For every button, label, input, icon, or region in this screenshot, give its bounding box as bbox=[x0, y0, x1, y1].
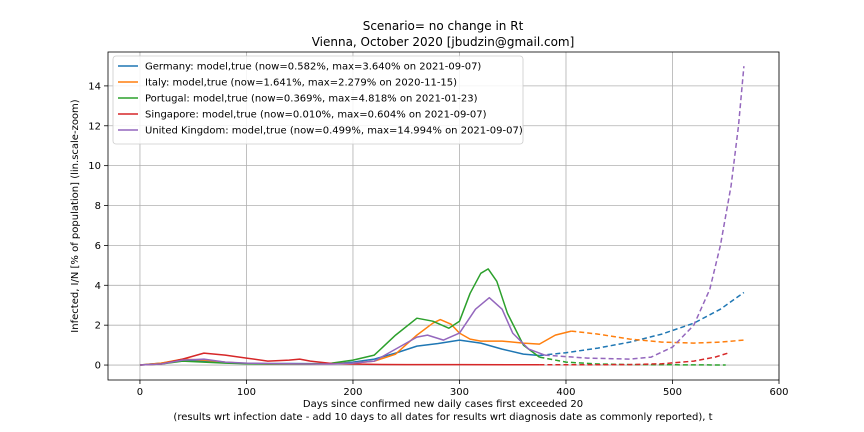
chart-subtitle: Vienna, October 2020 [jbudzin@gmail.com] bbox=[312, 35, 575, 49]
legend-box bbox=[112, 55, 524, 145]
chart-title: Scenario= no change in Rt bbox=[363, 19, 524, 33]
y-tick-label: 4 bbox=[95, 281, 101, 292]
legend: Germany: model,true (now=0.582%, max=3.6… bbox=[112, 55, 524, 145]
x-tick-label: 0 bbox=[137, 387, 143, 398]
legend-entry-3: Singapore: model,true (now=0.010%, max=0… bbox=[145, 110, 487, 121]
series-forecast-line-3 bbox=[539, 352, 729, 366]
series-forecast-line-0 bbox=[539, 291, 745, 357]
series-lines bbox=[139, 66, 745, 366]
x-axis: 0 100 200 300 400 500 600 bbox=[137, 380, 789, 398]
series-line-2 bbox=[139, 268, 540, 366]
y-tick-label: 6 bbox=[95, 241, 101, 252]
y-axis: 0 2 4 6 8 10 12 14 bbox=[88, 81, 108, 372]
x-tick-label: 400 bbox=[556, 387, 575, 398]
y-tick-label: 10 bbox=[88, 161, 101, 172]
legend-entry-0: Germany: model,true (now=0.582%, max=3.6… bbox=[145, 62, 481, 73]
y-tick-label: 8 bbox=[95, 201, 101, 212]
y-axis-label: Infected, I/N [% of population] (lin.sca… bbox=[70, 99, 81, 332]
series-line-4 bbox=[139, 296, 545, 366]
legend-entry-4: United Kingdom: model,true (now=0.499%, … bbox=[145, 126, 523, 137]
y-tick-label: 2 bbox=[95, 321, 101, 332]
y-tick-label: 12 bbox=[88, 121, 101, 132]
legend-entry-1: Italy: model,true (now=1.641%, max=2.279… bbox=[145, 78, 457, 89]
legend-entry-2: Portugal: model,true (now=0.369%, max=4.… bbox=[145, 94, 478, 105]
y-tick-label: 14 bbox=[88, 81, 101, 92]
series-line-3 bbox=[139, 352, 540, 366]
x-tick-label: 100 bbox=[237, 387, 256, 398]
x-axis-label: Days since confirmed new daily cases fir… bbox=[303, 399, 583, 410]
series-forecast-line-1 bbox=[571, 330, 744, 344]
plot-frame bbox=[107, 51, 780, 381]
x-tick-label: 600 bbox=[769, 387, 788, 398]
x-tick-label: 300 bbox=[450, 387, 469, 398]
x-tick-label: 500 bbox=[663, 387, 682, 398]
x-tick-label: 200 bbox=[343, 387, 362, 398]
series-line-1 bbox=[139, 318, 572, 366]
series-forecast-line-4 bbox=[544, 66, 745, 360]
x-axis-label-note: (results wrt infection date - add 10 day… bbox=[173, 412, 712, 423]
y-tick-label: 0 bbox=[95, 361, 101, 372]
